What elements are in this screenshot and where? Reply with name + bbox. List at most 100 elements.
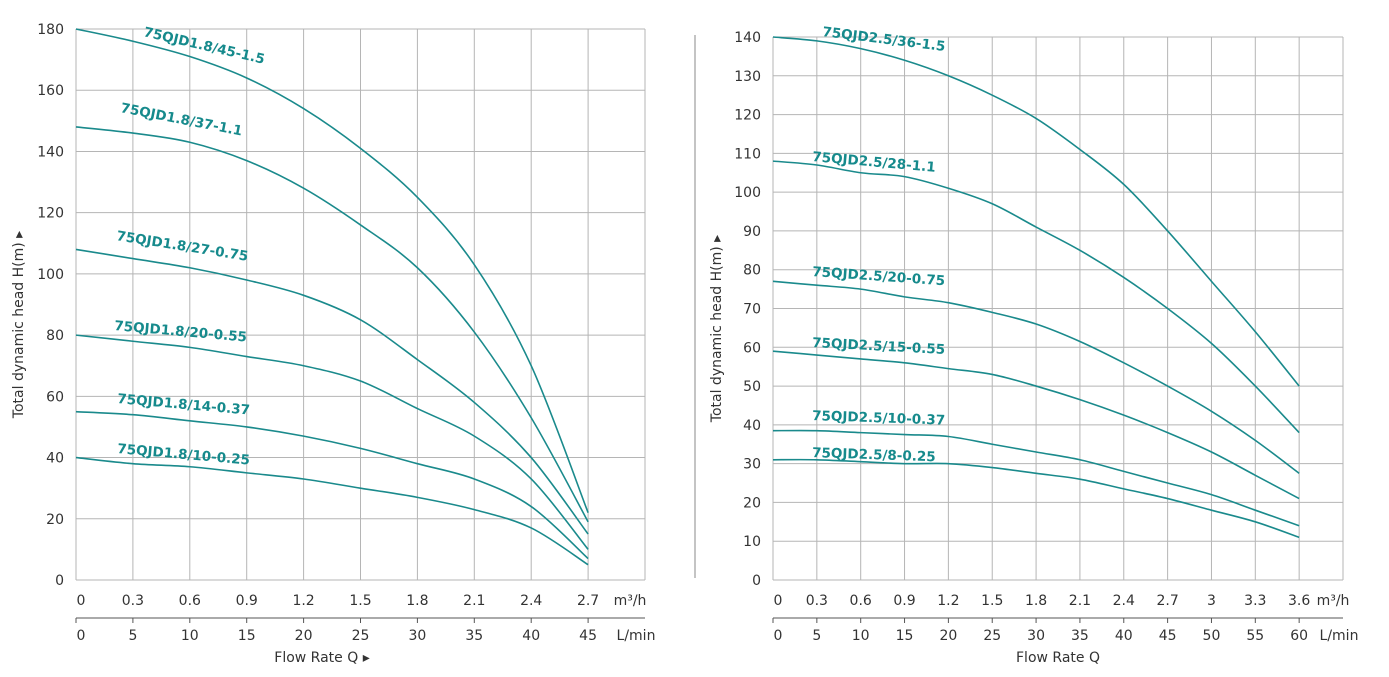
- x-tick-label-primary: 2.7: [1156, 593, 1178, 609]
- series-line: [772, 429, 1300, 527]
- x-tick-label-secondary: 0: [774, 628, 783, 644]
- x-tick-label-secondary: 30: [408, 628, 426, 644]
- series-label: 75QJD2.5/10-0.37: [812, 408, 946, 429]
- x-tick-label-primary: 1.2: [937, 593, 959, 609]
- x-tick-label-secondary: 30: [1027, 628, 1045, 644]
- x-tick-label-primary: 0: [774, 593, 783, 609]
- y-tick-label: 110: [734, 146, 761, 162]
- x-tick-label-primary: 3: [1207, 593, 1216, 609]
- x-tick-label-primary: 1.2: [292, 593, 314, 609]
- y-tick-label: 40: [46, 451, 64, 467]
- series-line: [75, 410, 589, 560]
- x-tick-label-secondary: 50: [1203, 628, 1221, 644]
- series-line: [75, 248, 589, 535]
- y-axis-title: Total dynamic head H(m) ▸: [11, 231, 27, 419]
- x-tick-label-secondary: 45: [1159, 628, 1177, 644]
- x-tick-label-primary: 2.1: [1069, 593, 1091, 609]
- y-tick-label: 120: [37, 206, 64, 222]
- x-tick-label-secondary: 5: [128, 628, 137, 644]
- y-tick-label: 100: [37, 267, 64, 283]
- series-label: 75QJD2.5/20-0.75: [812, 264, 946, 289]
- x-axis-title: Flow Rate Q ▸: [274, 650, 369, 666]
- series-line: [75, 28, 589, 513]
- series-line: [772, 458, 1300, 539]
- x-tick-label-primary: 2.4: [520, 593, 542, 609]
- x-tick-label-secondary: 40: [522, 628, 540, 644]
- x-tick-label-secondary: 25: [352, 628, 370, 644]
- x-unit-secondary: L/min: [1320, 628, 1359, 644]
- x-tick-label-primary: 0: [77, 593, 86, 609]
- x-tick-label-primary: 0.3: [806, 593, 828, 609]
- x-tick-label-secondary: 20: [295, 628, 313, 644]
- y-tick-label: 140: [37, 144, 64, 160]
- x-tick-label-secondary: 15: [238, 628, 256, 644]
- series-line: [772, 280, 1300, 474]
- x-tick-label-primary: 1.5: [349, 593, 371, 609]
- x-tick-label-secondary: 35: [465, 628, 483, 644]
- y-tick-label: 80: [46, 328, 64, 344]
- series-line: [772, 36, 1300, 387]
- y-axis-title: Total dynamic head H(m) ▸: [709, 235, 725, 423]
- y-tick-label: 20: [46, 512, 64, 528]
- x-tick-label-secondary: 0: [77, 628, 86, 644]
- y-tick-label: 10: [743, 534, 761, 550]
- y-tick-label: 0: [55, 573, 64, 589]
- x-tick-label-primary: 2.4: [1113, 593, 1135, 609]
- y-tick-label: 60: [46, 389, 64, 405]
- series-line: [772, 350, 1300, 500]
- series-line: [772, 160, 1300, 434]
- x-tick-label-secondary: 60: [1290, 628, 1308, 644]
- series-label: 75QJD2.5/15-0.55: [812, 335, 946, 358]
- grid: [772, 36, 1344, 581]
- x-tick-label-secondary: 10: [852, 628, 870, 644]
- series-line: [75, 456, 589, 566]
- grid: [75, 28, 646, 581]
- x-tick-label-secondary: 15: [896, 628, 914, 644]
- x-tick-label-primary: 1.8: [1025, 593, 1047, 609]
- y-tick-label: 90: [743, 224, 761, 240]
- x-tick-label-secondary: 20: [939, 628, 957, 644]
- x-tick-label-secondary: 45: [579, 628, 597, 644]
- x-tick-label-secondary: 55: [1246, 628, 1264, 644]
- y-tick-label: 160: [37, 83, 64, 99]
- y-tick-label: 30: [743, 457, 761, 473]
- y-tick-label: 100: [734, 185, 761, 201]
- x-tick-label-primary: 2.7: [577, 593, 599, 609]
- x-tick-label-primary: 0.6: [850, 593, 872, 609]
- x-tick-label-secondary: 25: [983, 628, 1001, 644]
- x-tick-label-primary: 1.8: [406, 593, 428, 609]
- y-tick-label: 60: [743, 340, 761, 356]
- x-tick-label-secondary: 5: [812, 628, 821, 644]
- x-tick-label-primary: 0.9: [236, 593, 258, 609]
- series-label: 75QJD2.5/36-1.5: [822, 24, 947, 55]
- y-tick-label: 40: [743, 418, 761, 434]
- series-line: [75, 334, 589, 550]
- x-tick-label-primary: 2.1: [463, 593, 485, 609]
- x-tick-label-primary: 1.5: [981, 593, 1003, 609]
- y-tick-label: 70: [743, 302, 761, 318]
- series-line: [75, 126, 589, 523]
- y-tick-label: 20: [743, 495, 761, 511]
- x-tick-label-primary: 0.6: [179, 593, 201, 609]
- x-unit-primary: m³/h: [1317, 593, 1350, 609]
- y-tick-label: 0: [752, 573, 761, 589]
- y-tick-label: 50: [743, 379, 761, 395]
- y-tick-label: 140: [734, 30, 761, 46]
- x-unit-primary: m³/h: [614, 593, 647, 609]
- x-tick-label-primary: 3.3: [1244, 593, 1266, 609]
- x-unit-secondary: L/min: [617, 628, 656, 644]
- y-tick-label: 80: [743, 263, 761, 279]
- y-tick-label: 120: [734, 108, 761, 124]
- x-tick-label-secondary: 10: [181, 628, 199, 644]
- x-tick-label-secondary: 35: [1071, 628, 1089, 644]
- x-axis-title: Flow Rate Q: [1016, 650, 1100, 666]
- y-tick-label: 130: [734, 69, 761, 85]
- x-tick-label-primary: 3.6: [1288, 593, 1310, 609]
- series-label: 75QJD2.5/8-0.25: [812, 445, 936, 465]
- x-tick-label-secondary: 40: [1115, 628, 1133, 644]
- x-tick-label-primary: 0.3: [122, 593, 144, 609]
- y-tick-label: 180: [37, 22, 64, 38]
